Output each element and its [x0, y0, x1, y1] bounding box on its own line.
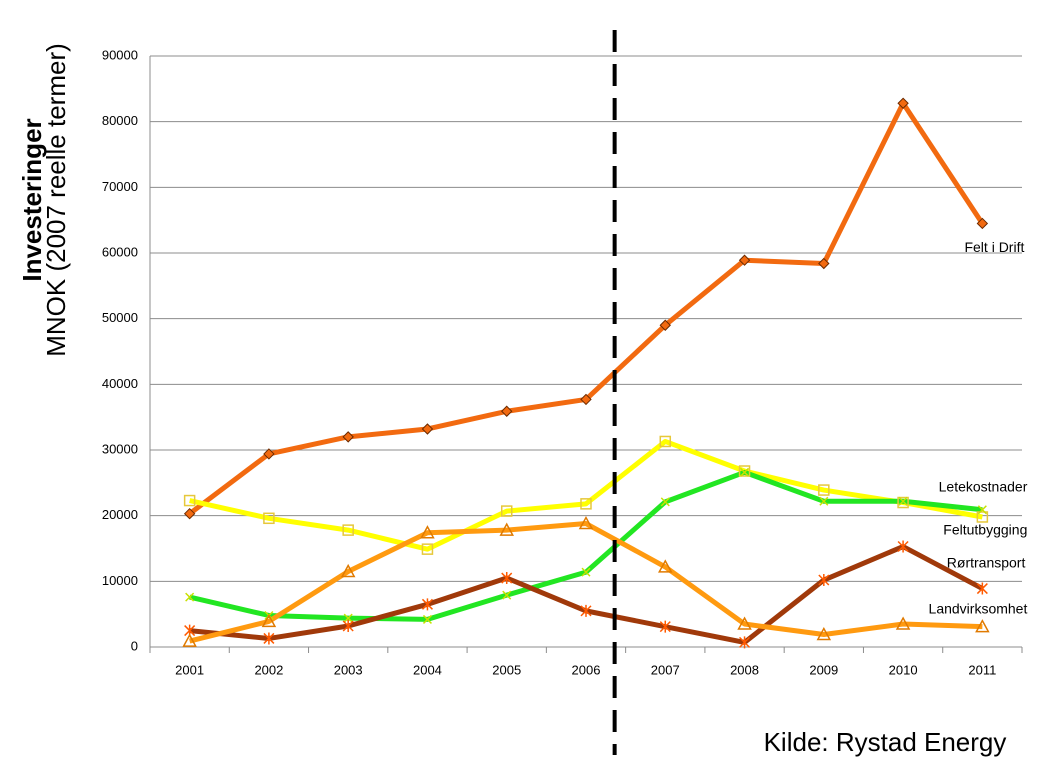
y-tick-label: 20000 — [102, 507, 138, 522]
marker — [185, 592, 195, 602]
marker — [897, 97, 909, 109]
marker — [263, 632, 275, 645]
marker — [261, 613, 277, 628]
x-tick-label: 2005 — [492, 662, 521, 677]
series-line — [189, 521, 983, 644]
marker — [581, 567, 591, 577]
series-label: Feltutbygging — [943, 522, 1027, 538]
marker — [737, 616, 752, 630]
marker — [976, 217, 989, 230]
y-axis-subtitle: MNOK (2007 reelle termer) — [41, 43, 71, 357]
x-tick-label: 2010 — [889, 662, 918, 677]
marker — [740, 467, 750, 477]
source: Kilde: Rystad Energy — [764, 727, 1007, 757]
y-tick-label: 80000 — [102, 113, 138, 128]
marker — [977, 505, 987, 515]
marker — [580, 393, 592, 406]
marker — [343, 613, 353, 623]
marker — [659, 435, 672, 448]
marker — [500, 505, 513, 517]
marker — [499, 522, 514, 536]
series-line — [189, 438, 983, 552]
marker — [342, 431, 354, 443]
marker — [182, 633, 197, 647]
x-tick-label: 2001 — [175, 662, 204, 677]
marker — [897, 540, 909, 553]
series-line — [188, 100, 985, 516]
y-tick-label: 50000 — [102, 310, 138, 325]
marker — [420, 525, 435, 539]
marker — [421, 543, 434, 555]
marker — [342, 524, 354, 536]
x-tick-label: 2004 — [413, 662, 442, 677]
marker — [659, 620, 671, 633]
marker — [422, 614, 432, 624]
marker — [819, 496, 829, 506]
marker — [502, 590, 512, 600]
y-tick-label: 30000 — [102, 441, 138, 456]
marker — [501, 572, 513, 585]
marker — [183, 494, 196, 507]
series-label: Letekostnader — [939, 478, 1028, 494]
marker — [183, 507, 196, 520]
marker — [421, 598, 433, 611]
marker — [898, 496, 908, 506]
x-tick-label: 2011 — [968, 662, 996, 677]
y-tick-label: 0 — [131, 638, 138, 653]
y-tick-label: 90000 — [102, 47, 138, 62]
y-axis-title: Investeringer — [17, 118, 47, 281]
marker — [738, 254, 751, 266]
marker — [816, 626, 832, 641]
x-tick-label: 2007 — [651, 662, 680, 677]
marker — [340, 563, 356, 578]
x-tick-label: 2006 — [572, 662, 601, 677]
marker — [739, 636, 751, 649]
x-tick-label: 2009 — [809, 662, 838, 677]
marker — [818, 257, 830, 270]
marker — [738, 465, 751, 477]
x-tick-label: 2008 — [730, 662, 759, 677]
marker — [818, 484, 830, 496]
marker — [659, 319, 671, 331]
marker — [895, 616, 911, 630]
marker — [976, 582, 988, 595]
series-label: Rørtransport — [947, 554, 1026, 570]
y-tick-label: 10000 — [102, 573, 138, 588]
marker — [501, 405, 513, 417]
y-tick-label: 70000 — [102, 179, 138, 194]
series-label: Felt i Drift — [964, 239, 1024, 255]
x-tick-label: 2002 — [254, 662, 283, 677]
marker — [658, 559, 673, 573]
marker — [818, 574, 830, 587]
marker — [897, 496, 909, 509]
marker — [660, 497, 670, 507]
x-tick-label: 2003 — [334, 662, 363, 677]
marker — [580, 604, 592, 617]
marker — [342, 619, 354, 632]
marker — [421, 423, 434, 435]
y-tick-label: 40000 — [102, 376, 138, 391]
marker — [263, 448, 275, 460]
marker — [263, 512, 275, 525]
marker — [578, 515, 594, 530]
marker — [975, 619, 990, 633]
y-tick-label: 60000 — [102, 244, 138, 259]
marker — [976, 511, 989, 523]
series-label: Landvirksomhet — [929, 600, 1028, 616]
marker — [580, 498, 592, 510]
